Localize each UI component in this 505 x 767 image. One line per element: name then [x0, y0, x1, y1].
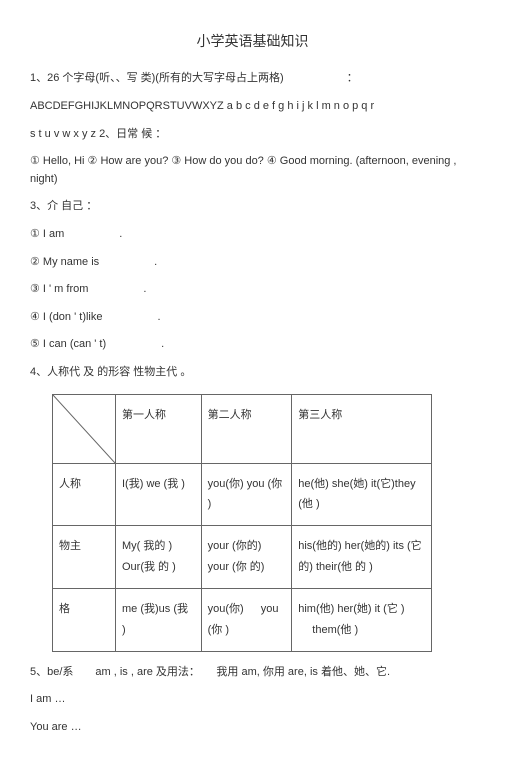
intro5: ⑤ I can (can ' t) . [30, 336, 475, 354]
diagonal-icon [53, 395, 115, 463]
cell: you(你) you (你 ) [201, 589, 292, 652]
sec4-heading: 4、人称代 及 的形容 性物主代 。 [30, 364, 475, 382]
col-head-3: 第三人称 [292, 394, 432, 463]
sec1-text: 1、26 个字母(听、、写 类)(所有的大写字母占上两格) [30, 72, 284, 84]
sec1-heading: 1、26 个字母(听、、写 类)(所有的大写字母占上两格) ： [30, 70, 475, 88]
intro4-text: ④ I (don ' t)like [30, 311, 102, 323]
sec5-line2: You are … [30, 719, 475, 737]
sec1-colon: ： [347, 72, 358, 84]
intro2-blank: . [99, 256, 157, 268]
intro1-blank: . [64, 228, 122, 240]
intro4-blank: . [102, 311, 160, 323]
cell: your (你的) your (你 的) [201, 526, 292, 589]
cell: he(他) she(她) it(它)they (他 ) [292, 463, 432, 526]
cell: his(他的) her(她的) its (它的) their(他 的 ) [292, 526, 432, 589]
intro3: ③ I ' m from . [30, 281, 475, 299]
cell: you(你) you (你 ) [201, 463, 292, 526]
intro1-text: ① I am [30, 228, 64, 240]
row-label-2: 物主 [53, 526, 116, 589]
sec5-line1: I am … [30, 691, 475, 709]
table-row: 物主 My( 我的 ) Our(我 的 ) your (你的) your (你 … [53, 526, 432, 589]
intro3-blank: . [88, 283, 146, 295]
alphabet-upper: ABCDEFGHIJKLMNOPQRSTUVWXYZ a b c d e f g… [30, 98, 475, 116]
sec3-heading: 3、介 自己 ： [30, 198, 475, 216]
intro5-blank: . [106, 338, 164, 350]
table-row: 格 me (我)us (我 ) you(你) you (你 ) him(他) h… [53, 589, 432, 652]
page-title: 小学英语基础知识 [30, 30, 475, 52]
table-row: 人称 I(我) we (我 ) you(你) you (你 ) he(他) sh… [53, 463, 432, 526]
row-label-3: 格 [53, 589, 116, 652]
intro4: ④ I (don ' t)like . [30, 309, 475, 327]
intro2-text: ② My name is [30, 256, 99, 268]
intro2: ② My name is . [30, 254, 475, 272]
intro5-text: ⑤ I can (can ' t) [30, 338, 106, 350]
intro3-text: ③ I ' m from [30, 283, 88, 295]
alphabet-lower: s t u v w x y z 2、日常 候 ： [30, 126, 475, 144]
cell: me (我)us (我 ) [116, 589, 202, 652]
diag-cell [53, 394, 116, 463]
intro1: ① I am . [30, 226, 475, 244]
cell: My( 我的 ) Our(我 的 ) [116, 526, 202, 589]
greeting-line: ① Hello, Hi ② How are you? ③ How do you … [30, 153, 475, 188]
cell: I(我) we (我 ) [116, 463, 202, 526]
col-head-1: 第一人称 [116, 394, 202, 463]
table-row: 第一人称 第二人称 第三人称 [53, 394, 432, 463]
col-head-2: 第二人称 [201, 394, 292, 463]
sec5-heading: 5、be/系 am , is , are 及用法： 我用 am, 你用 are,… [30, 664, 475, 682]
row-label-1: 人称 [53, 463, 116, 526]
cell: him(他) her(她) it (它 ) them(他 ) [292, 589, 432, 652]
pronoun-table: 第一人称 第二人称 第三人称 人称 I(我) we (我 ) you(你) yo… [52, 394, 432, 652]
